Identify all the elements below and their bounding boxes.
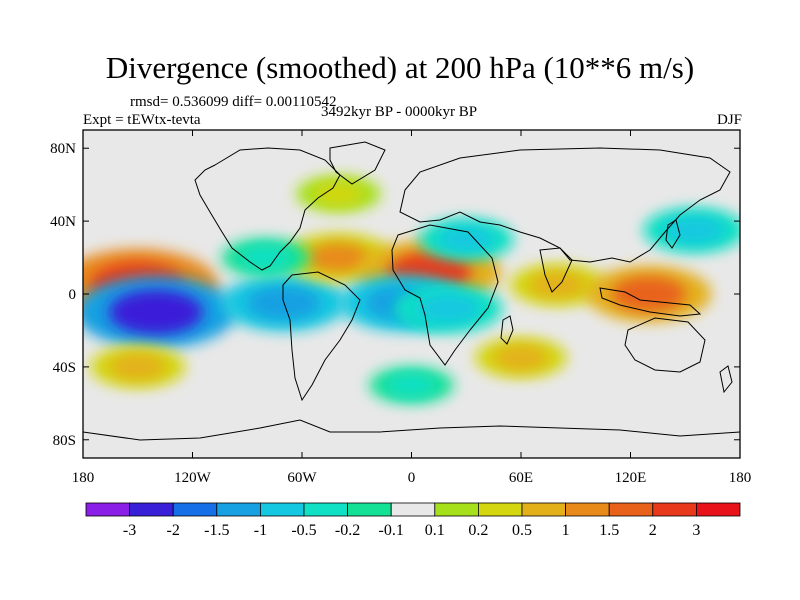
coast-africa xyxy=(391,224,499,366)
coast-australia xyxy=(624,317,706,373)
coast-eurasia xyxy=(399,147,731,263)
lat-tick-label: 40S xyxy=(53,360,76,376)
field-north-atlantic-positive xyxy=(313,182,364,206)
colorbar-label: 1 xyxy=(562,522,570,539)
field-south-pacific-positive xyxy=(109,353,166,380)
field-east-pacific-negative xyxy=(109,289,203,335)
lon-tick-label: 120E xyxy=(615,470,647,486)
lon-tick-label: 180 xyxy=(72,470,95,486)
coast-north-america xyxy=(194,147,341,271)
coast-madagascar xyxy=(500,315,514,345)
plot-title: Divergence (smoothed) at 200 hPa (10**6 … xyxy=(105,50,695,85)
colorbar-label: 0.2 xyxy=(468,522,488,539)
field-caribbean-negative xyxy=(239,245,292,270)
coast-japan xyxy=(665,219,681,249)
colorbar-swatch xyxy=(652,502,697,517)
colorbar-label: 0.1 xyxy=(425,522,445,539)
field-indian-ocean-positive xyxy=(529,271,586,298)
colorbar-swatch xyxy=(303,502,348,517)
lon-tick-label: 180 xyxy=(729,470,752,486)
colorbar-swatch xyxy=(521,502,566,517)
colorbar-label: 0.5 xyxy=(512,522,532,539)
lon-tick-label: 60E xyxy=(509,470,533,486)
field-central-africa-negative xyxy=(416,293,480,324)
lon-tick-label: 60W xyxy=(287,470,317,486)
colorbar-swatch xyxy=(259,502,305,517)
colorbar-label: -1 xyxy=(254,522,267,539)
colorbar-label: -0.2 xyxy=(335,522,360,539)
colorbar-swatch xyxy=(216,502,261,517)
colorbar-label: -0.1 xyxy=(379,522,404,539)
lat-tick-label: 40N xyxy=(50,214,76,230)
season-label: DJF xyxy=(716,112,742,128)
colorbar-label: -2 xyxy=(167,522,180,539)
field-south-indian-positive xyxy=(494,345,548,371)
coastlines xyxy=(83,141,740,441)
field-north-pacific-negative xyxy=(664,216,725,245)
experiment-label: Expt = tEWtx-tevta xyxy=(83,112,201,128)
coast-greenland xyxy=(329,141,386,185)
lat-tick-label: 0 xyxy=(69,287,77,303)
coast-new-zealand xyxy=(719,365,733,394)
period-label: 3492kyr BP - 0000kyr BP xyxy=(321,104,478,120)
field-north-africa-negative xyxy=(438,226,495,253)
divergence-field xyxy=(83,175,740,404)
colorbar-swatch xyxy=(434,502,479,517)
coast-antarctica xyxy=(83,419,740,441)
coast-south-america xyxy=(282,271,361,402)
colorbar-label: 2 xyxy=(649,522,657,539)
colorbar-swatch xyxy=(565,502,610,517)
lat-tick-label: 80S xyxy=(53,433,76,449)
colorbar-label: 1.5 xyxy=(599,522,619,539)
stats-label: rmsd= 0.536099 diff= 0.00110542 xyxy=(130,94,337,110)
field-maritime-continent-positive xyxy=(611,276,686,312)
lat-tick-label: 80N xyxy=(50,141,76,157)
coast-maritime-continent xyxy=(599,287,702,317)
map-axes: 180 120W 60W 0 60E 120E 180 80N 40N 0 40S 80S xyxy=(50,130,751,486)
colorbar-swatch xyxy=(696,502,741,517)
coast-india xyxy=(539,247,573,293)
colorbar-label: -3 xyxy=(123,522,136,539)
colorbar-swatch xyxy=(608,502,654,517)
colorbar-swatch xyxy=(172,502,218,517)
field-southern-ocean-negative-band xyxy=(386,373,437,397)
colorbar-label: -1.5 xyxy=(204,522,229,539)
colorbar-label: 3 xyxy=(692,522,700,539)
colorbar-swatch xyxy=(85,502,130,517)
lon-tick-label: 120W xyxy=(174,470,212,486)
colorbar: -3 -2 -1.5 -1 -0.5 -0.2 -0.1 0.1 0.2 0.5 1 1.5 2 3 xyxy=(85,502,741,539)
colorbar-swatch xyxy=(347,502,392,517)
colorbar-swatch xyxy=(477,502,523,517)
colorbar-label: -0.5 xyxy=(291,522,316,539)
lon-tick-label: 0 xyxy=(408,470,416,486)
colorbar-swatch xyxy=(129,502,174,517)
field-tropical-atlantic-positive xyxy=(306,242,371,273)
colorbar-swatch xyxy=(390,502,436,517)
